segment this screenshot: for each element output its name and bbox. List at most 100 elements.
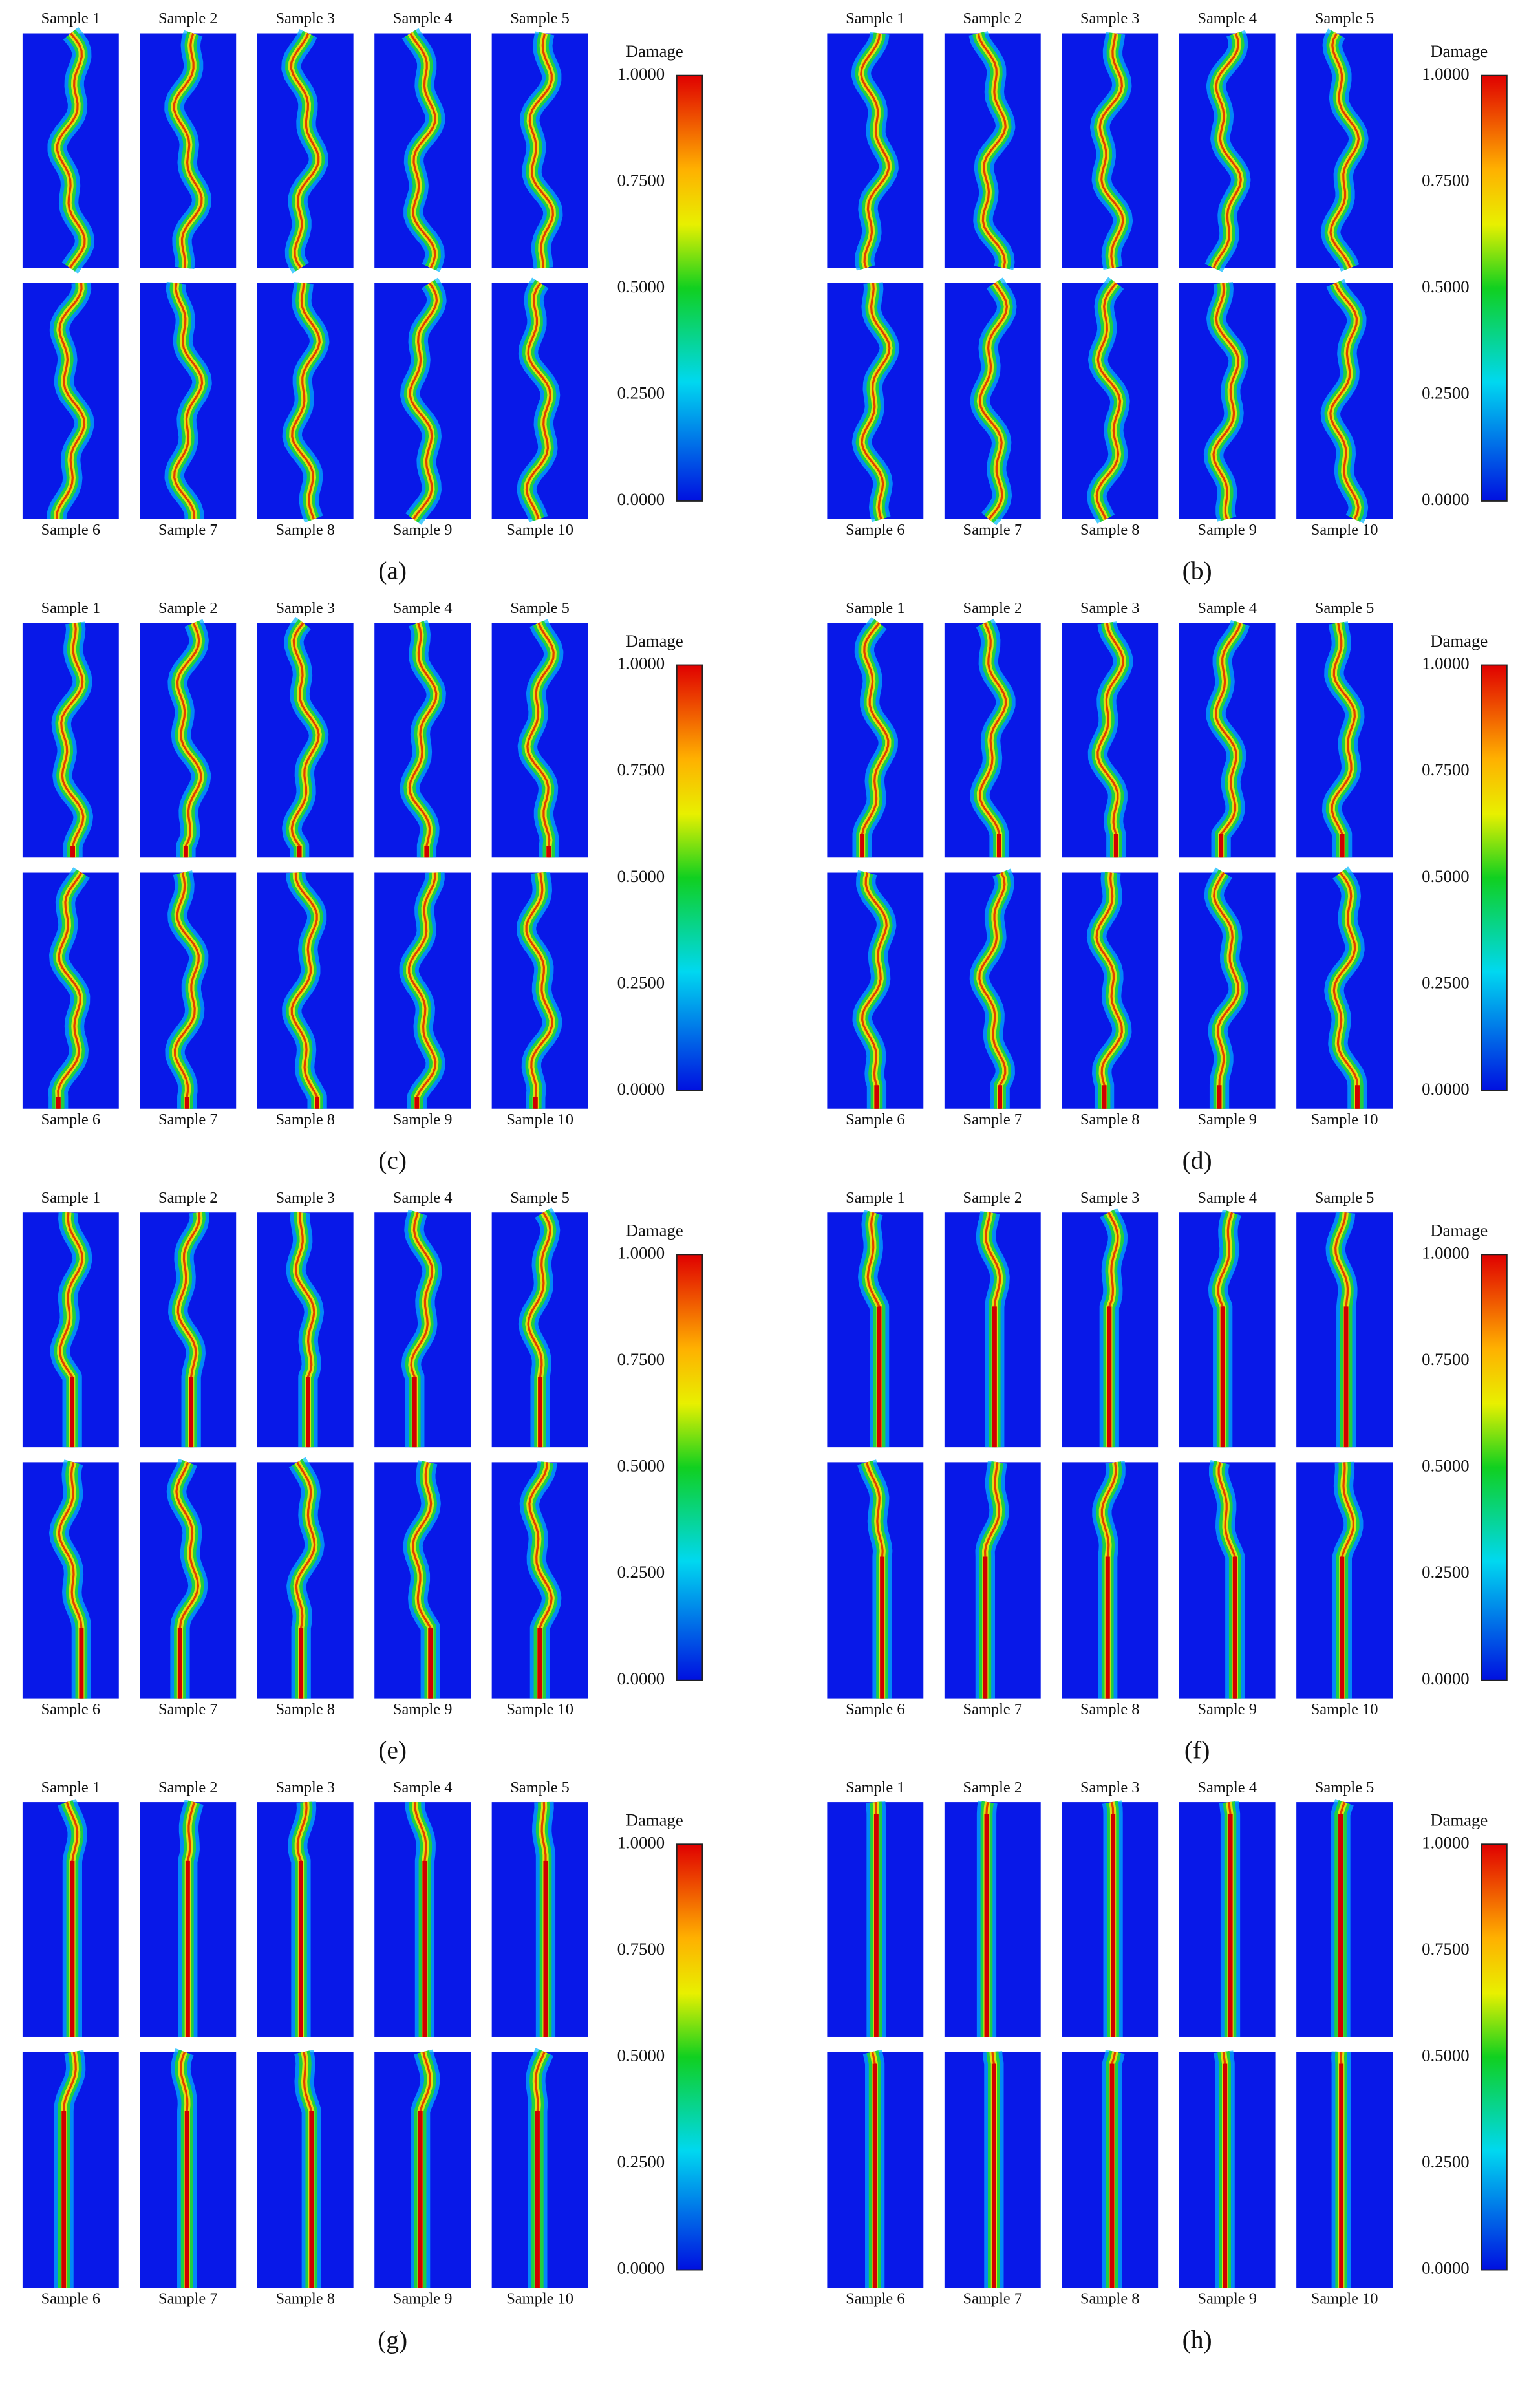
colorbar-tick-label: 0.5000 — [1422, 277, 1470, 296]
sample-label: Sample 3 — [275, 1189, 335, 1207]
sample-label: Sample 3 — [1080, 1189, 1140, 1207]
sample-label: Sample 10 — [1311, 1111, 1378, 1128]
crack-band — [978, 872, 1007, 1109]
crack-band — [290, 872, 319, 1109]
crack-band — [861, 622, 890, 858]
sample-label: Sample 9 — [1197, 1701, 1257, 1718]
crack-image — [1296, 1209, 1393, 1452]
crack-band — [173, 872, 200, 1109]
panel-label: (h) — [1182, 2325, 1212, 2354]
crack-band — [176, 622, 202, 858]
crack-image — [1179, 29, 1276, 272]
sample-label: Sample 8 — [1080, 1701, 1140, 1718]
colorbar-tick-label: 1.0000 — [1422, 1832, 1470, 1852]
crack-image — [491, 277, 588, 523]
crack-image — [22, 1458, 119, 1703]
crack-image — [1062, 2048, 1159, 2292]
sample-label: Sample 2 — [158, 1189, 218, 1207]
crack-image — [1062, 1798, 1159, 2041]
crack-band — [1329, 283, 1360, 520]
colorbar — [1481, 74, 1508, 502]
crack-image — [491, 868, 588, 1113]
crack-image — [257, 2048, 354, 2292]
crack-image — [827, 1458, 924, 1703]
crack-image — [1179, 1798, 1276, 2041]
colorbar-title: Damage — [1430, 631, 1488, 650]
colorbar-tick-label: 0.0000 — [1422, 1669, 1470, 1688]
colorbar-title: Damage — [626, 1221, 683, 1240]
crack-image — [1179, 867, 1276, 1113]
colorbar-tick-label: 0.5000 — [1422, 866, 1470, 886]
crack-image — [374, 277, 471, 525]
sample-label: Sample 4 — [393, 10, 453, 27]
sample-label: Sample 6 — [41, 2290, 101, 2308]
crack-image — [257, 1209, 354, 1452]
crack-image — [140, 619, 237, 862]
colorbar-tick-label: 0.0000 — [617, 1079, 665, 1099]
colorbar-tick-label: 0.2500 — [617, 2152, 665, 2171]
crack-image — [374, 1458, 471, 1703]
sample-label: Sample 1 — [846, 10, 905, 27]
colorbar-tick-label: 0.0000 — [617, 489, 665, 509]
crack-image — [374, 868, 471, 1113]
crack-image — [944, 2048, 1041, 2292]
crack-image — [1296, 1798, 1393, 2041]
crack-image — [1296, 866, 1393, 1113]
colorbar-tick-label: 0.5000 — [1422, 2046, 1470, 2065]
sample-label: Sample 5 — [510, 599, 570, 617]
panel-label: (a) — [378, 557, 407, 585]
crack-image — [1062, 619, 1159, 862]
crack-band — [408, 622, 438, 858]
crack-image — [944, 1209, 1041, 1452]
crack-band — [978, 282, 1009, 520]
crack-image — [1296, 1458, 1393, 1703]
crack-image — [1179, 1209, 1276, 1452]
crack-image — [491, 1458, 588, 1703]
crack-image — [944, 868, 1041, 1113]
crack-band — [60, 623, 85, 858]
sample-label: Sample 9 — [1197, 521, 1257, 539]
crack-image — [1062, 868, 1159, 1113]
crack-image — [257, 868, 354, 1113]
sample-label: Sample 6 — [846, 1111, 905, 1128]
colorbar-tick-label: 1.0000 — [617, 64, 665, 83]
crack-band — [409, 32, 436, 269]
crack-band — [290, 622, 320, 858]
crack-image — [22, 2048, 119, 2292]
sample-label: Sample 2 — [963, 10, 1023, 27]
crack-band — [1098, 33, 1124, 268]
colorbar-tick-label: 0.0000 — [1422, 489, 1470, 509]
sample-label: Sample 10 — [1311, 1701, 1378, 1718]
crack-band — [290, 32, 320, 269]
sample-label: Sample 4 — [1197, 10, 1257, 27]
colorbar-title: Damage — [1430, 1810, 1488, 1829]
panel-label: (f) — [1184, 1736, 1210, 1764]
sample-label: Sample 10 — [506, 1111, 573, 1128]
sample-label: Sample 9 — [393, 521, 453, 539]
colorbar-tick-label: 0.0000 — [1422, 2259, 1470, 2278]
colorbar-tick-label: 0.2500 — [1422, 973, 1470, 992]
sample-label: Sample 4 — [1197, 1189, 1257, 1207]
colorbar-title: Damage — [626, 631, 683, 650]
crack-band — [56, 283, 86, 519]
crack-band — [977, 33, 1007, 268]
sample-label: Sample 8 — [275, 1701, 335, 1718]
sample-label: Sample 7 — [158, 2290, 218, 2308]
crack-image — [374, 28, 471, 272]
sample-label: Sample 9 — [1197, 2290, 1257, 2308]
crack-band — [173, 33, 203, 268]
colorbar-title: Damage — [1430, 41, 1488, 61]
colorbar-tick-label: 0.2500 — [617, 1562, 665, 1582]
colorbar — [676, 74, 703, 502]
crack-image — [1062, 277, 1159, 524]
crack-band — [860, 33, 890, 268]
crack-image — [1179, 2048, 1276, 2292]
crack-image — [491, 1798, 588, 2041]
crack-image — [22, 1798, 119, 2041]
crack-band — [1213, 872, 1240, 1109]
sample-label: Sample 3 — [275, 10, 335, 27]
sample-label: Sample 8 — [1080, 521, 1140, 539]
sample-label: Sample 10 — [1311, 521, 1378, 539]
sample-label: Sample 2 — [158, 10, 218, 27]
